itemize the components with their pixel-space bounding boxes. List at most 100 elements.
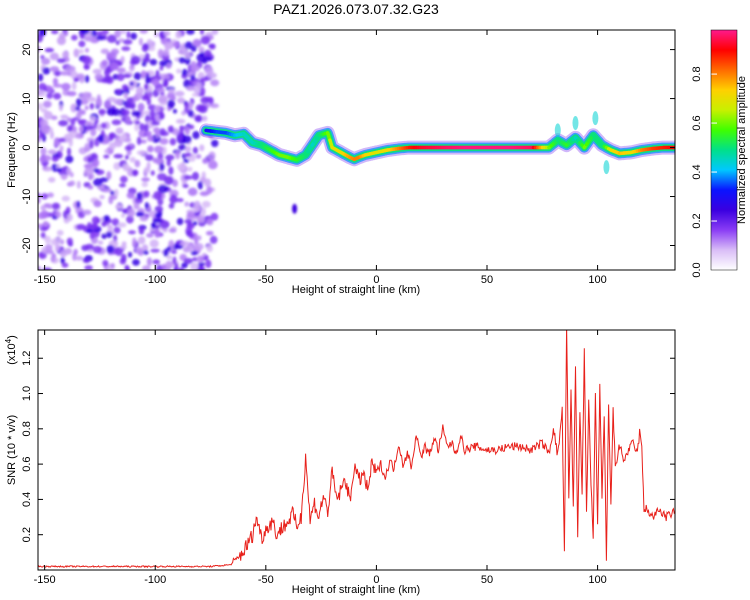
noise-speckle (200, 87, 206, 96)
noise-speckle (147, 135, 154, 142)
noise-speckle (188, 244, 193, 253)
snr-series-line (38, 330, 675, 569)
noise-speckle (75, 106, 81, 111)
y-tick-label: 10 (21, 92, 33, 104)
noise-speckle (44, 244, 53, 252)
noise-speckle (184, 41, 193, 49)
noise-speckle (85, 228, 93, 234)
noise-speckle (102, 188, 112, 193)
noise-speckle (137, 102, 145, 112)
noise-speckle (59, 145, 64, 152)
noise-speckle (43, 110, 53, 120)
noise-speckle (141, 181, 149, 188)
y-tick-label: 0.8 (21, 421, 33, 436)
noise-speckle (111, 119, 122, 126)
noise-speckle (123, 92, 129, 99)
noise-speckle (66, 237, 73, 246)
noise-speckle (87, 156, 93, 163)
noise-speckle (69, 180, 76, 187)
noise-speckle (144, 83, 149, 90)
noise-speckle (195, 154, 202, 159)
noise-speckle (96, 31, 104, 36)
noise-speckle (89, 116, 97, 122)
noise-speckle (141, 95, 150, 101)
noise-speckle (114, 204, 123, 209)
noise-speckle (75, 133, 84, 139)
noise-speckle (196, 82, 202, 89)
noise-speckle (187, 187, 198, 197)
noise-speckle (155, 70, 160, 77)
noise-speckle (101, 233, 107, 240)
noise-speckle (41, 193, 49, 200)
noise-speckle (78, 40, 86, 48)
x-tick-label: -50 (258, 274, 274, 286)
noise-speckle (176, 68, 182, 74)
noise-speckle (204, 49, 212, 57)
noise-speckle (79, 98, 89, 105)
noise-speckle (130, 32, 137, 40)
noise-speckle (203, 56, 213, 62)
noise-speckle (150, 170, 155, 176)
noise-speckle (84, 124, 94, 131)
noise-speckle (51, 155, 59, 162)
noise-speckle (154, 212, 162, 219)
noise-speckle (153, 145, 164, 154)
noise-speckle (125, 115, 131, 124)
noise-speckle (142, 57, 151, 63)
noise-speckle (87, 121, 92, 126)
noise-speckle (78, 48, 84, 54)
noise-speckle (87, 96, 97, 102)
noise-speckle (154, 205, 164, 213)
noise-speckle (186, 211, 195, 219)
noise-speckle (132, 237, 137, 247)
noise-speckle (73, 77, 78, 83)
noise-speckle (176, 132, 184, 141)
noise-speckle (184, 146, 192, 153)
noise-speckle (75, 98, 82, 107)
noise-speckle (102, 259, 109, 267)
noise-speckle (89, 139, 94, 149)
noise-speckle (47, 177, 56, 183)
noise-speckle (150, 248, 160, 253)
noise-speckle (140, 70, 147, 78)
noise-speckle (163, 175, 174, 185)
noise-speckle (54, 236, 62, 245)
noise-speckle (156, 87, 166, 93)
ridge-burst (603, 160, 610, 175)
noise-speckle (85, 243, 94, 250)
noise-speckle (132, 258, 140, 266)
noise-speckle (60, 70, 70, 76)
noise-speckle (108, 142, 116, 150)
noise-speckle (181, 68, 188, 76)
noise-speckle (113, 226, 121, 234)
noise-speckle (73, 248, 78, 256)
x-tick-label: 100 (588, 274, 606, 286)
noise-speckle (161, 263, 167, 270)
noise-speckle (51, 30, 59, 35)
noise-speckle (144, 123, 149, 132)
noise-speckle (83, 163, 94, 169)
snr-panel: -150 -100 -50 0 50 100 0.2 0.4 0.6 0.8 1.0 1.2 Heig… (4, 329, 676, 596)
noise-speckle (144, 166, 151, 174)
noise-speckle (96, 123, 102, 132)
spectrogram-ylabel: Frequency (Hz) (6, 112, 18, 188)
y-tick-label: 1.0 (21, 386, 33, 401)
noise-speckle (110, 263, 115, 269)
noise-speckle (46, 86, 54, 91)
noise-speckle (197, 180, 203, 190)
noise-speckle (126, 192, 135, 199)
noise-speckle (56, 58, 66, 64)
noise-speckle (211, 30, 219, 35)
noise-speckle (190, 250, 199, 256)
noise-speckle (184, 218, 193, 225)
noise-speckle (206, 218, 214, 226)
noise-speckle (60, 174, 69, 179)
noise-speckle (53, 92, 62, 100)
noise-speckle (210, 79, 220, 87)
noise-speckle (121, 109, 130, 116)
noise-speckle (206, 244, 213, 253)
noise-speckle (153, 190, 163, 200)
noise-speckle (58, 119, 69, 127)
noise-speckle (163, 48, 170, 57)
